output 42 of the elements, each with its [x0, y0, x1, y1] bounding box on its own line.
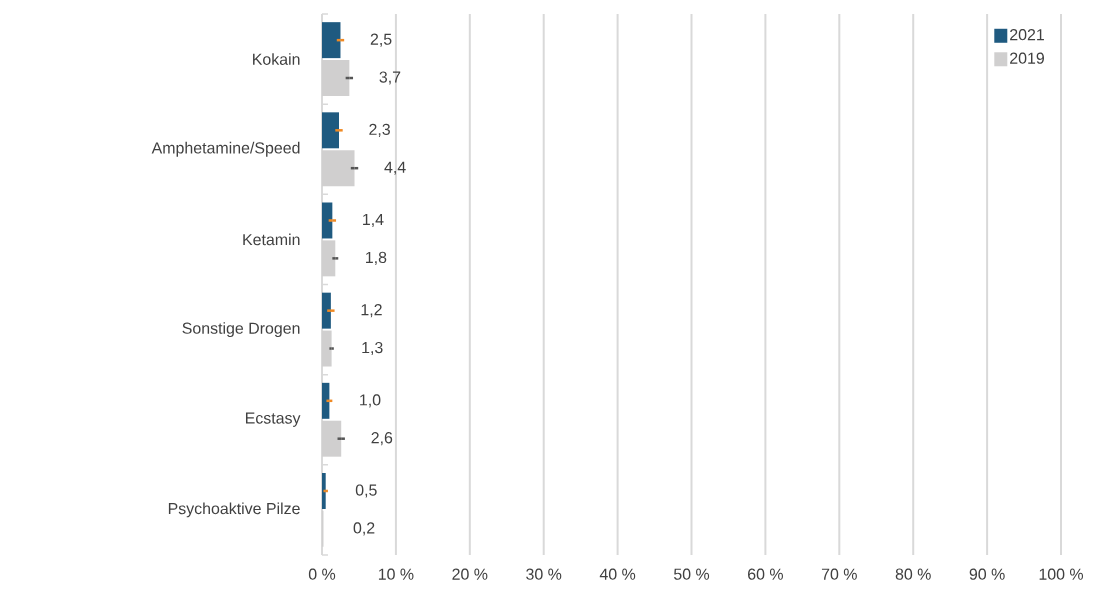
y-tick-label: Sonstige Drogen: [182, 322, 300, 338]
bar: [322, 420, 342, 457]
y-tick-label: Amphetamine/Speed: [151, 141, 300, 157]
bar: [322, 22, 341, 59]
data-label: 2,6: [371, 432, 393, 446]
bar: [322, 473, 326, 509]
x-tick-label: 100 %: [1039, 568, 1084, 580]
x-tick-label: 10 %: [378, 568, 414, 580]
y-tick-label: Kokain: [253, 53, 300, 65]
bar: [322, 112, 339, 149]
data-label: 2,3: [369, 123, 390, 137]
data-label: 2,5: [370, 33, 392, 47]
bar: [322, 382, 330, 419]
data-label: 0,5: [355, 484, 377, 498]
y-tick-label: Psychoaktive Pilze: [168, 502, 300, 518]
data-label: 1,4: [363, 213, 384, 227]
data-label: 4,4: [384, 161, 406, 175]
legend-label: 2021: [1010, 29, 1044, 41]
x-tick-label: 20 %: [452, 568, 488, 580]
bar: [322, 292, 331, 329]
x-tick-label: 80 %: [895, 568, 931, 580]
x-tick-label: 70 %: [821, 568, 857, 580]
x-tick-label: 0 %: [308, 568, 336, 580]
data-label: 1,3: [362, 341, 383, 356]
x-tick-label: 50 %: [673, 568, 710, 580]
x-tick-label: 40 %: [599, 568, 636, 580]
bar: [322, 60, 350, 97]
y-tick-label: Ketamin: [243, 233, 300, 246]
x-tick-label: 90 %: [969, 568, 1005, 580]
x-tick-label: 60 %: [748, 568, 783, 580]
data-label: 0,2: [353, 522, 375, 536]
y-tick-label: Ecstasy: [246, 412, 301, 427]
data-label: 1,0: [360, 394, 381, 408]
legend-label: 2019: [1010, 52, 1044, 64]
x-tick-label: 30 %: [526, 568, 562, 580]
data-label: 1,2: [361, 304, 382, 318]
bar: [322, 330, 332, 367]
bar: [322, 150, 355, 187]
bar: [322, 240, 336, 277]
data-label: 3,7: [379, 71, 401, 85]
data-label: 1,8: [366, 251, 387, 265]
bar: [322, 202, 333, 239]
